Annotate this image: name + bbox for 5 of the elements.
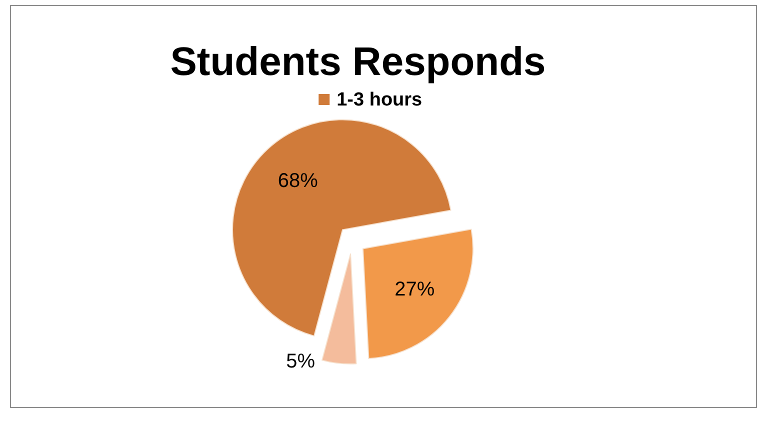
data-label: 27% (394, 278, 435, 301)
legend-label: 1-3 hours (336, 90, 422, 110)
data-label: 5% (286, 350, 316, 372)
data-label: 68% (278, 170, 318, 192)
chart-title: Students Responds (170, 40, 546, 84)
